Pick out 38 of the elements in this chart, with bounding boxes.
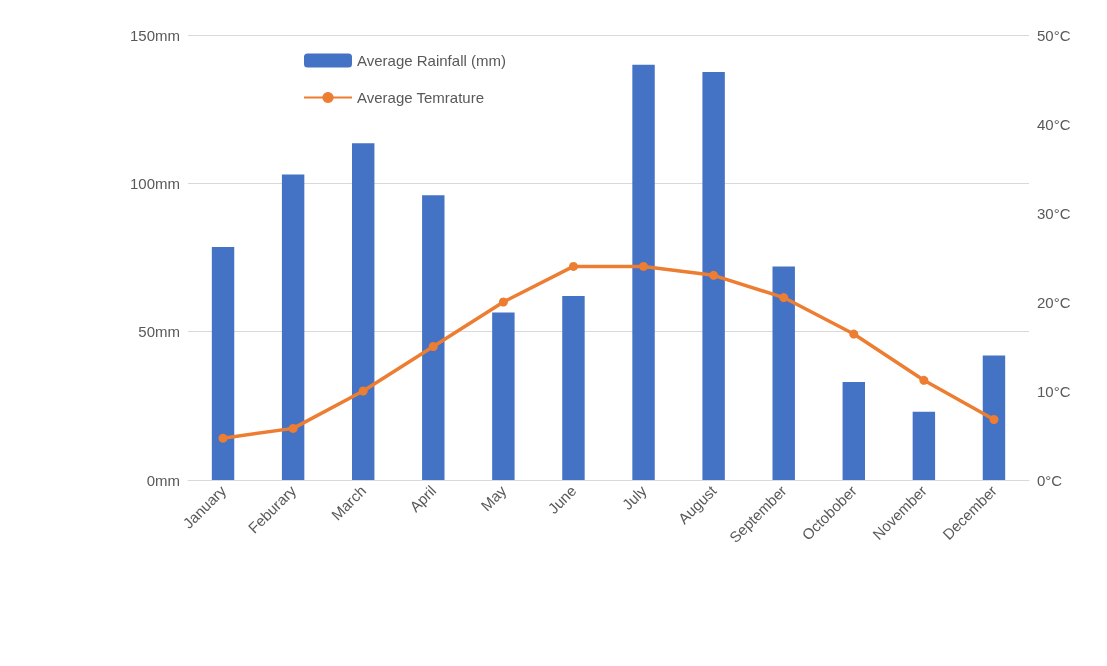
y-tick-label: 100mm	[129, 174, 180, 192]
y2-tick-label: 40°C	[1037, 115, 1071, 133]
bar	[772, 266, 795, 480]
bar	[352, 143, 375, 480]
y-tick-label: 0mm	[146, 471, 180, 489]
point	[358, 386, 368, 396]
point	[989, 414, 999, 424]
y2-tick-label: 50°C	[1037, 26, 1071, 44]
point	[919, 375, 929, 385]
point	[568, 261, 578, 271]
y2-tick-label: 10°C	[1037, 382, 1071, 400]
x-tick-label: July	[618, 481, 650, 513]
bar	[211, 247, 235, 480]
bar	[632, 64, 655, 480]
bar	[281, 174, 305, 480]
bar	[702, 72, 725, 480]
bar	[422, 195, 445, 480]
legend-label: Average Rainfall (mm)	[357, 52, 506, 69]
x-tick-label: May	[477, 481, 510, 515]
y2-tick-label: 0°C	[1037, 471, 1063, 489]
point	[498, 297, 508, 307]
legend-label: Average Temrature	[357, 89, 485, 106]
bar	[842, 382, 866, 480]
y-tick-label: 50mm	[138, 323, 180, 341]
point	[639, 261, 649, 271]
point	[849, 329, 859, 339]
bar	[562, 296, 585, 480]
point	[428, 342, 438, 351]
point	[709, 270, 719, 280]
bar	[982, 355, 1006, 480]
y2-tick-label: 20°C	[1037, 293, 1071, 311]
bar	[912, 411, 936, 480]
bar	[492, 312, 515, 480]
point	[779, 293, 789, 303]
point	[288, 423, 298, 433]
y-tick-label: 150mm	[129, 26, 180, 44]
point	[218, 433, 228, 443]
y2-tick-label: 30°C	[1037, 204, 1071, 222]
